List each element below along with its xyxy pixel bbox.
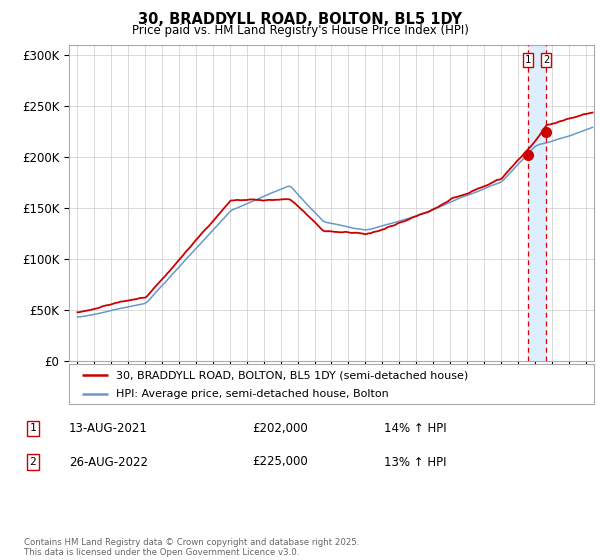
- Text: 2: 2: [29, 457, 37, 467]
- Text: 14% ↑ HPI: 14% ↑ HPI: [384, 422, 446, 435]
- Text: HPI: Average price, semi-detached house, Bolton: HPI: Average price, semi-detached house,…: [116, 389, 389, 399]
- Text: 13% ↑ HPI: 13% ↑ HPI: [384, 455, 446, 469]
- Bar: [528, 45, 546, 361]
- Text: 2: 2: [543, 55, 549, 65]
- Text: Contains HM Land Registry data © Crown copyright and database right 2025.
This d: Contains HM Land Registry data © Crown c…: [24, 538, 359, 557]
- Text: Price paid vs. HM Land Registry's House Price Index (HPI): Price paid vs. HM Land Registry's House …: [131, 24, 469, 36]
- Text: 13-AUG-2021: 13-AUG-2021: [69, 422, 148, 435]
- Text: 1: 1: [29, 423, 37, 433]
- Text: 30, BRADDYLL ROAD, BOLTON, BL5 1DY (semi-detached house): 30, BRADDYLL ROAD, BOLTON, BL5 1DY (semi…: [116, 370, 469, 380]
- Text: 26-AUG-2022: 26-AUG-2022: [69, 455, 148, 469]
- Text: 1: 1: [525, 55, 532, 65]
- Text: £225,000: £225,000: [252, 455, 308, 469]
- Text: 30, BRADDYLL ROAD, BOLTON, BL5 1DY: 30, BRADDYLL ROAD, BOLTON, BL5 1DY: [138, 12, 462, 27]
- Text: £202,000: £202,000: [252, 422, 308, 435]
